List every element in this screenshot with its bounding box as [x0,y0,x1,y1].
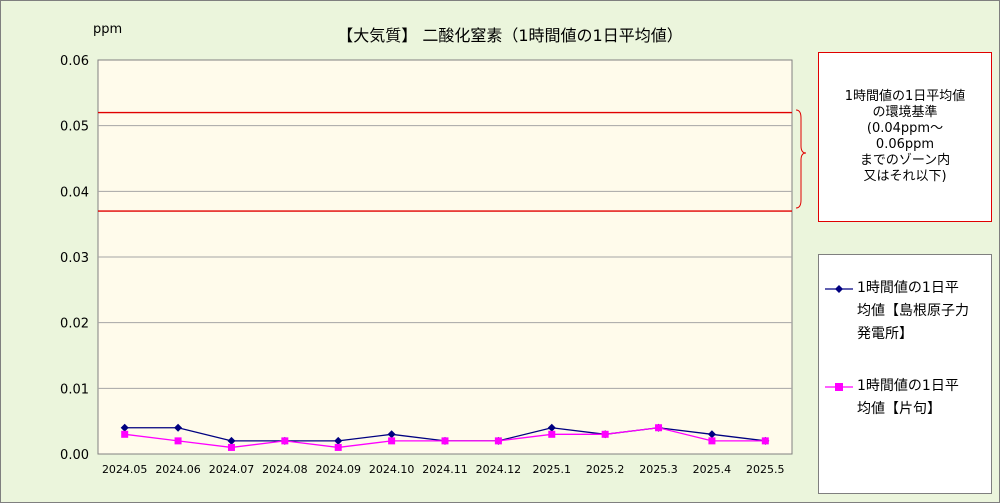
y-tick-label: 0.06 [60,54,89,69]
data-point [601,430,609,438]
y-axis-unit: ppm [93,22,123,37]
x-tick-label: 2024.05 [102,463,148,476]
x-tick-label: 2025.1 [533,463,572,476]
grid-lines [98,125,792,389]
legend-label-shimane: 1時間値の1日平 均値【島根原子力 発電所】 [857,280,969,342]
x-tick-label: 2024.11 [422,463,468,476]
y-tick-labels: 0.00 0.01 0.02 0.03 0.04 0.05 0.06 [60,54,89,463]
data-point [708,437,716,445]
data-point [227,443,235,451]
x-tick-label: 2024.10 [369,463,415,476]
x-tick-label: 2024.06 [155,463,201,476]
chart-title: 【大気質】 二酸化窒素（1時間値の1日平均値） [337,26,683,45]
data-point [441,437,449,445]
zone-bracket [795,109,807,209]
legend-square-marker-icon [825,383,853,391]
data-point [227,436,236,445]
x-tick-label: 2024.12 [476,463,522,476]
y-tick-label: 0.02 [60,317,89,332]
data-point [281,437,289,445]
data-point [334,436,343,445]
series-group [120,423,770,451]
legend-label-katakku: 1時間値の1日平 均値【片句】 [857,378,959,417]
x-tick-label: 2025.5 [746,463,785,476]
x-tick-labels: 2024.05 2024.06 2024.07 2024.08 2024.09 2024.… [102,463,785,476]
data-point [334,443,342,451]
x-tick-label: 2024.09 [315,463,361,476]
data-point [761,437,769,445]
data-point [387,430,396,439]
data-point [548,430,556,438]
legend: 1時間値の1日平 均値【島根原子力 発電所】 1時間値の1日平 均値【片句】 [818,254,992,494]
data-point [707,430,716,439]
data-point [174,423,183,432]
reference-lines [98,111,792,212]
data-point [388,437,396,445]
data-point [655,424,663,432]
data-point [547,423,556,432]
y-tick-label: 0.00 [60,448,89,463]
data-point [121,430,129,438]
x-tick-label: 2025.4 [693,463,732,476]
data-point [174,437,182,445]
y-tick-label: 0.01 [60,382,89,397]
x-tick-label: 2024.08 [262,463,308,476]
x-tick-label: 2025.3 [639,463,678,476]
x-tick-label: 2024.07 [209,463,255,476]
x-tick-label: 2025.2 [586,463,625,476]
environmental-standard-note: 1時間値の1日平均値 の環境基準 (0.04ppm～ 0.06ppm までのゾー… [818,52,992,222]
y-tick-label: 0.05 [60,120,89,135]
legend-diamond-marker-icon [825,285,853,293]
y-tick-label: 0.04 [60,185,89,200]
data-point [494,437,502,445]
data-point [120,423,129,432]
y-tick-label: 0.03 [60,251,89,266]
